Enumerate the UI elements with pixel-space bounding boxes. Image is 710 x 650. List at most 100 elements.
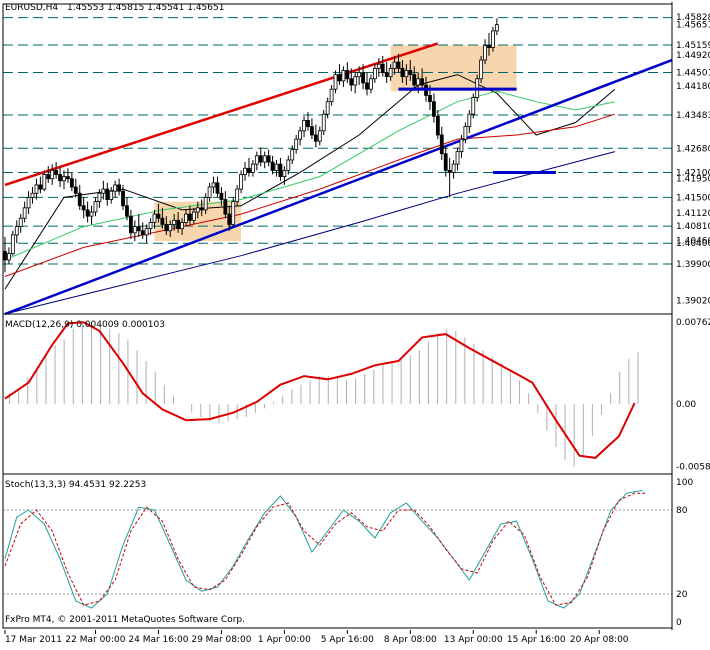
candle [34,178,39,200]
candle-body [341,70,346,82]
candle [85,201,90,223]
time-tick-label: 5 Apr 16:00 [321,635,374,645]
candle [459,134,464,158]
time-tick-label: 8 Apr 08:00 [384,635,437,645]
candle-body [160,217,165,225]
candle-body [467,113,472,128]
macd-pane [4,321,639,467]
candle [18,214,23,233]
candle-body [168,224,173,232]
candle-body [148,222,153,230]
price-pane [3,17,673,316]
price-tick-label: 1.40810 [676,222,710,232]
candle [14,220,19,244]
candle-body [487,45,491,48]
candle [109,187,114,204]
candle [69,172,74,192]
candle [278,157,283,181]
candle-body [191,211,196,221]
candle [195,201,200,219]
candle-body [184,213,188,223]
candle-body [479,59,484,80]
candle-body [14,226,19,236]
candle [117,178,121,196]
candle [329,85,334,106]
trendline [4,42,439,187]
candle-body [203,197,208,211]
candle [258,147,263,167]
time-tick-label: 22 Mar 00:00 [65,635,125,645]
candle [199,199,204,217]
price-tick-label: 1.45651 [676,21,710,31]
candle [73,178,78,198]
candle [451,159,456,179]
candle [254,151,259,171]
candle [483,39,487,65]
candle-body [274,163,279,171]
candle [294,134,299,154]
candle-body [109,190,114,200]
moving-average-line [4,113,616,277]
candle-body [369,78,373,90]
candle-body [207,186,212,198]
candle [365,72,369,96]
trendline [4,58,673,316]
candle [286,155,291,175]
candle [77,184,82,210]
candle [408,60,413,81]
stoch-signal-line [4,492,647,606]
candle-body [30,192,35,198]
candle-body [180,222,184,230]
candle-body [278,163,283,178]
time-tick-label: 1 Apr 00:00 [258,635,311,645]
candle-body [408,70,413,76]
candle [22,201,27,223]
candle-body [54,169,59,175]
candle [455,147,460,171]
candle [125,197,129,221]
candle [81,197,86,219]
candle [140,222,145,240]
candle [310,118,314,140]
symbol-name: EURUSD,H4 [5,3,59,13]
candle-body [239,174,243,190]
candle [333,70,338,94]
candle [345,62,350,83]
price-tick-label: 1.45159 [676,41,710,51]
price-tick-label: 1.41500 [676,193,710,203]
candle-body [247,167,251,173]
candle-body [195,207,200,213]
candle [298,126,303,146]
candle [443,145,448,177]
candle-body [211,182,216,188]
macd-label: MACD(12,26,9) 0.004009 0.000103 [5,320,165,330]
candle-body [46,174,51,180]
candle-body [144,228,149,236]
candle [113,180,118,198]
candle [105,182,110,206]
candle [491,26,495,52]
candle-body [89,211,94,217]
candle [376,57,381,77]
candle-body [62,176,66,182]
candle [479,55,484,83]
candle-body [483,45,487,61]
candle [404,64,409,86]
candle-body [420,78,425,86]
candle [471,93,476,119]
candle [353,72,358,94]
candle-body [10,234,15,255]
candle-body [140,230,145,236]
price-tick-label: 1.42680 [676,144,710,154]
candle-body [365,82,369,90]
candle-body [176,219,181,230]
candle-body [463,126,468,140]
time-tick-label: 24 Mar 16:00 [128,635,188,645]
macd-tick-label: 0.00762 [676,318,710,328]
stoch-tick-label: 100 [676,478,693,488]
candle-body [223,199,228,215]
candle [223,191,228,219]
